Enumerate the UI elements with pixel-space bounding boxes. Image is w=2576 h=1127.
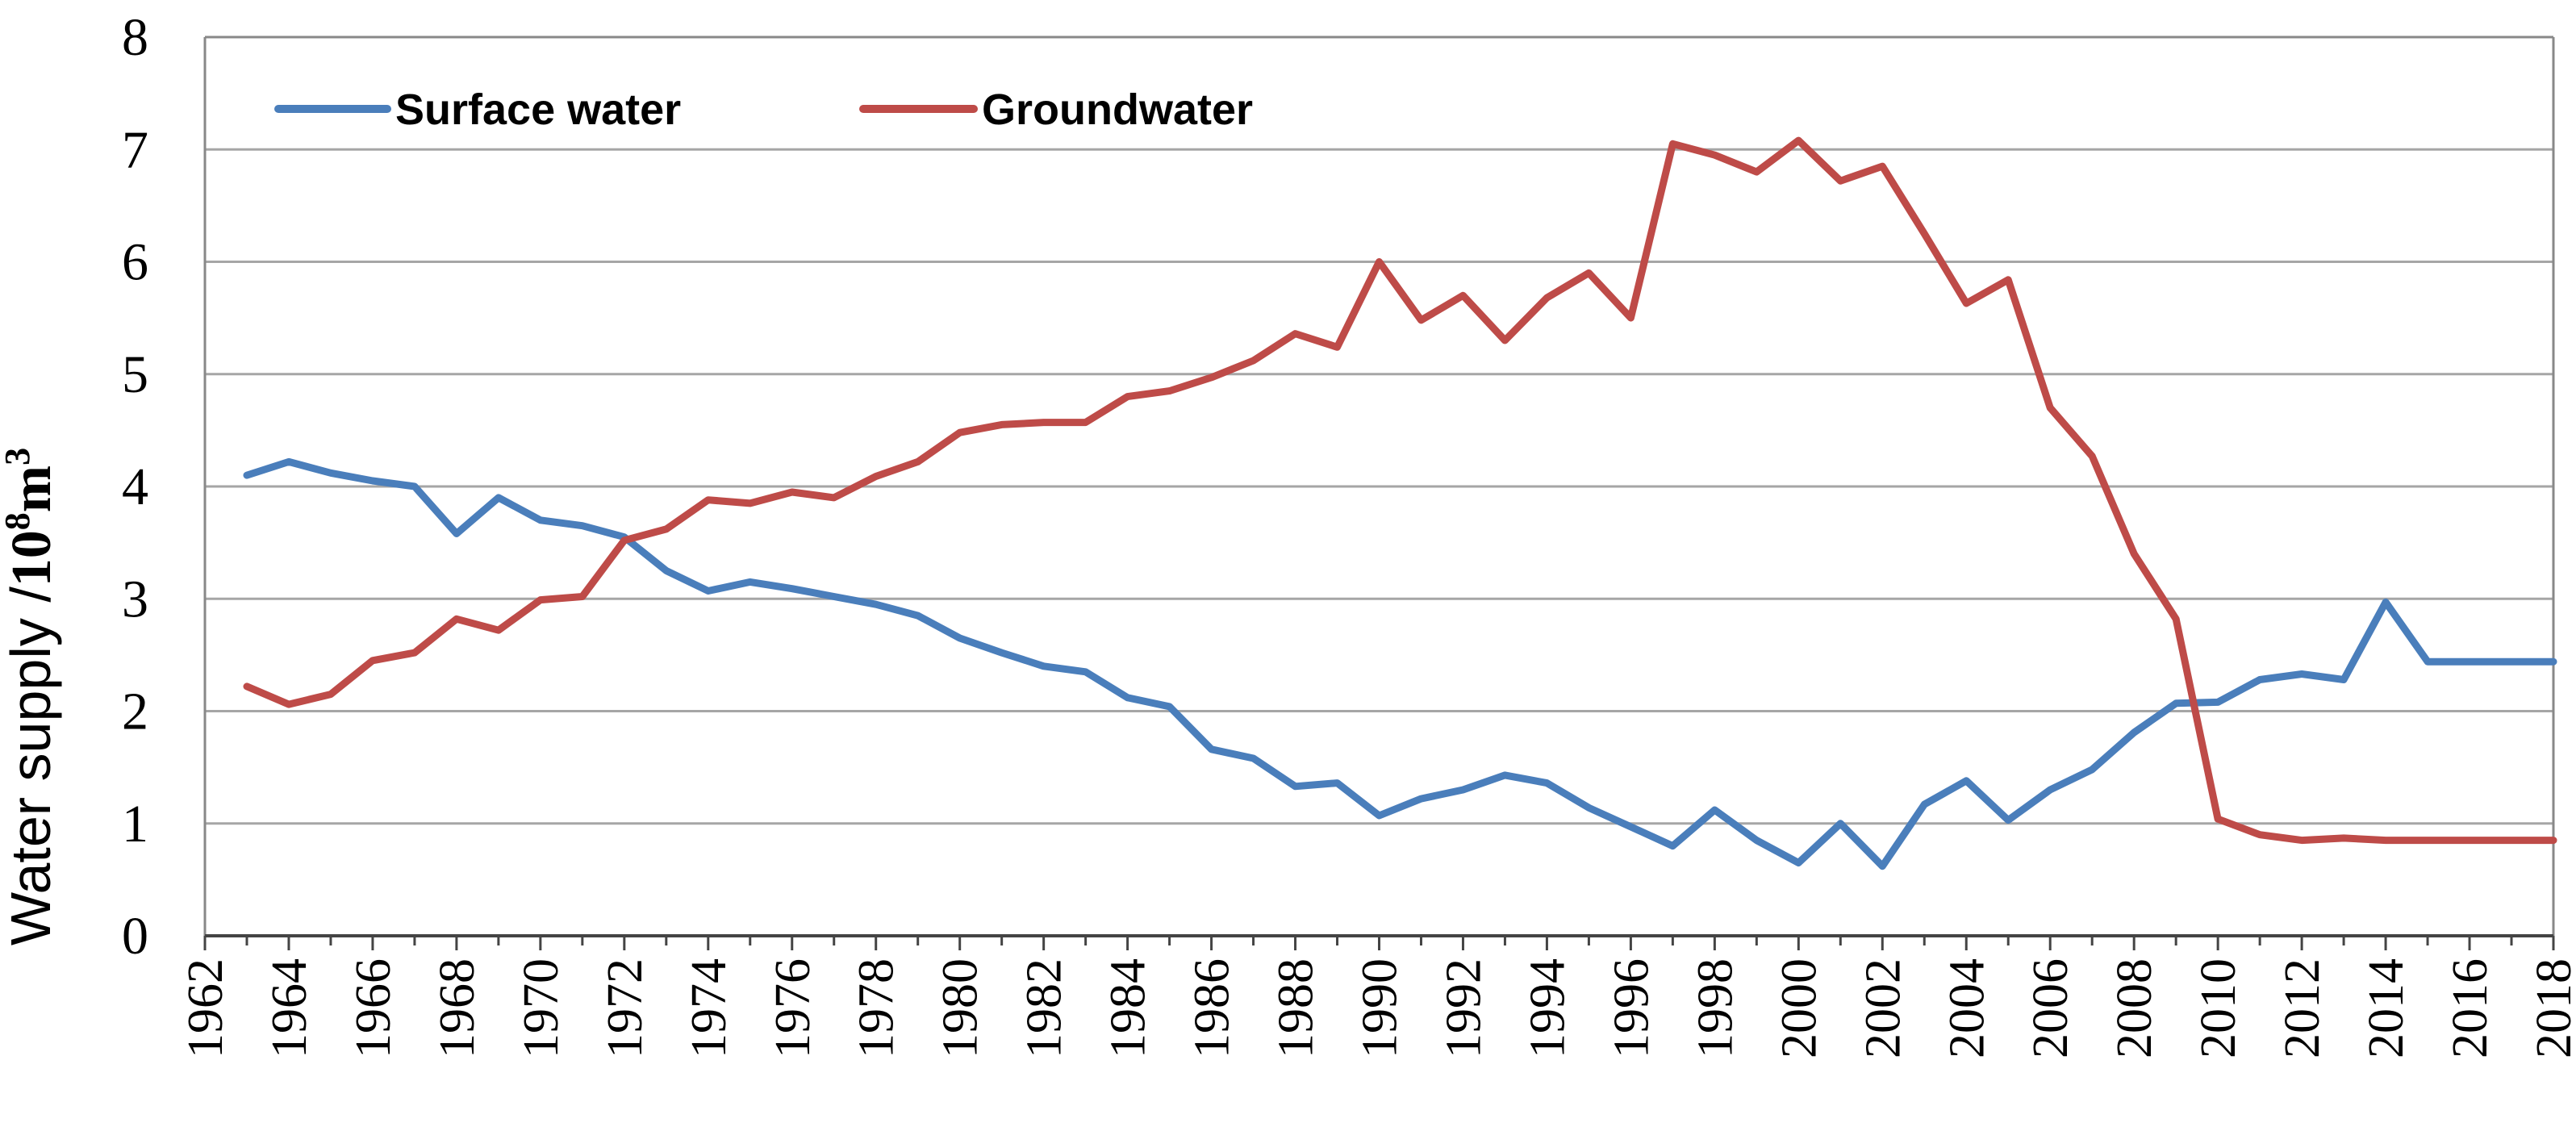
x-tick-label: 2004 [1939, 958, 1994, 1058]
y-tick-label: 6 [122, 233, 148, 292]
x-tick-labels: 1962 1964 1966 1968 1970 1972 1974 1976 1978 1980… [178, 958, 2576, 1058]
x-tick-label: 2016 [2443, 958, 2498, 1058]
axes [203, 35, 2555, 950]
y-tick-label: 3 [122, 570, 148, 628]
y-tick-label: 2 [122, 682, 148, 741]
x-tick-label: 2014 [2359, 958, 2414, 1058]
x-tick-label: 1986 [1185, 958, 1240, 1058]
series-line-groundwater [243, 136, 2557, 845]
y-tick-labels: 0 1 2 3 4 5 6 7 8 [122, 8, 148, 966]
x-tick-label: 2000 [1772, 958, 1827, 1058]
x-tick-label: 2012 [2275, 958, 2330, 1058]
x-tick-label: 1978 [850, 958, 904, 1058]
series-line-surface-water [243, 457, 2557, 870]
x-tick-label: 1968 [430, 958, 485, 1058]
y-tick-label: 8 [122, 8, 148, 67]
x-tick-label: 1974 [682, 958, 737, 1058]
x-tick-label: 1964 [262, 958, 317, 1058]
y-axis-label: Water supply /108m3 [0, 448, 63, 945]
x-tick-label: 1970 [514, 958, 569, 1058]
x-tick-label: 1992 [1436, 958, 1491, 1058]
x-tick-label: 2002 [1856, 958, 1910, 1058]
x-tick-label: 1990 [1353, 958, 1408, 1058]
x-tick-label: 2010 [2191, 958, 2246, 1058]
x-tick-label: 1962 [178, 958, 233, 1058]
x-tick-label: 1998 [1688, 958, 1743, 1058]
y-tick-label: 1 [122, 795, 148, 854]
legend-label-groundwater: Groundwater [982, 86, 1253, 134]
x-tick-label: 1982 [1017, 958, 1072, 1058]
x-tick-label: 1984 [1101, 958, 1156, 1058]
y-tick-label: 4 [122, 457, 148, 516]
y-tick-label: 5 [122, 345, 148, 404]
x-tick-label: 2006 [2023, 958, 2078, 1058]
x-tick-label: 1976 [766, 958, 820, 1058]
legend-label-surface-water: Surface water [395, 86, 681, 134]
y-tick-label: 0 [122, 907, 148, 966]
y-tick-label: 7 [122, 120, 148, 179]
x-tick-label: 1972 [598, 958, 653, 1058]
x-tick-label: 2018 [2527, 958, 2576, 1058]
legend: Surface water Groundwater [274, 86, 1253, 134]
x-tick-label: 1996 [1604, 958, 1659, 1058]
x-tick-label: 1980 [933, 958, 988, 1058]
x-tick-label: 2008 [2107, 958, 2162, 1058]
series-lines [243, 136, 2557, 870]
x-tick-label: 1966 [346, 958, 401, 1058]
x-tick-label: 1988 [1269, 958, 1324, 1058]
x-tick-label: 1994 [1520, 958, 1575, 1058]
